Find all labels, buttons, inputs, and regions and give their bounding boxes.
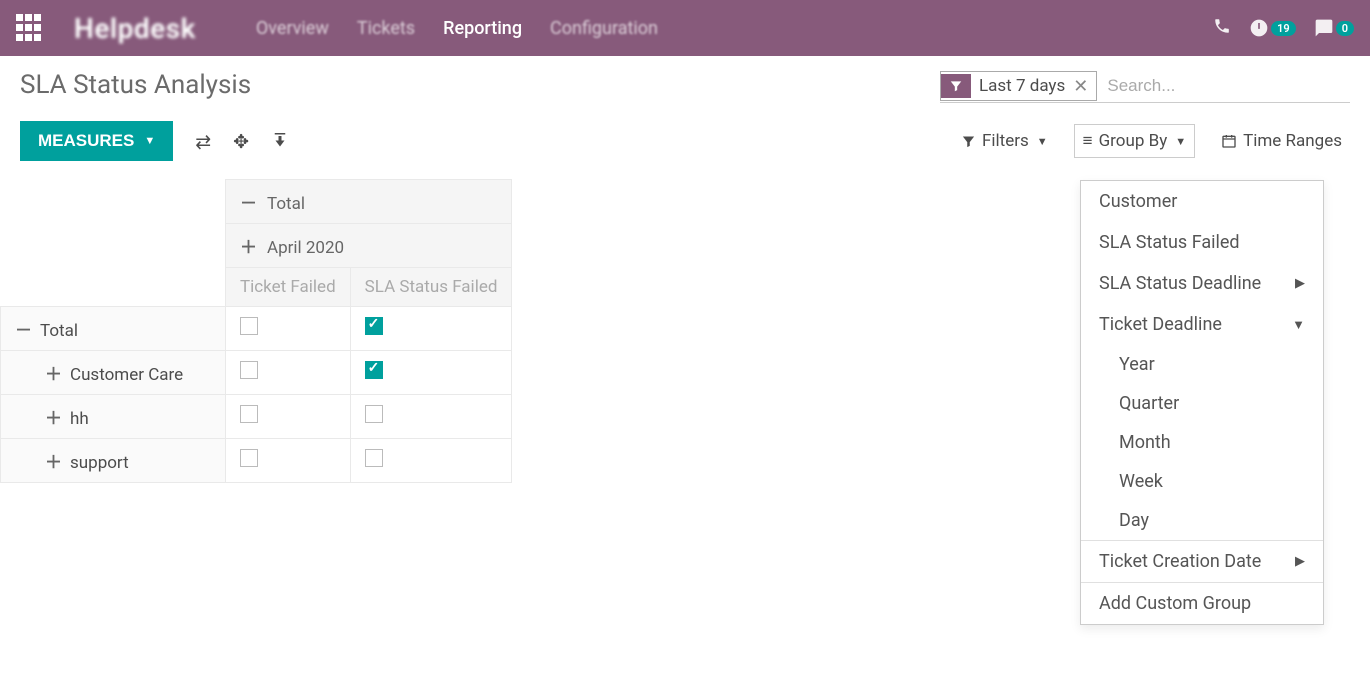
expand-icon[interactable]: ＋: [45, 365, 62, 385]
table-row: ＋ support: [1, 439, 512, 483]
groupby-sub-quarter[interactable]: Quarter: [1081, 384, 1323, 423]
groupby-item-ticket-creation-date[interactable]: Ticket Creation Date▶: [1081, 541, 1323, 582]
table-row: ＋ Customer Care: [1, 351, 512, 395]
flip-axis-icon[interactable]: ⇄: [195, 130, 211, 153]
app-brand[interactable]: Helpdesk: [74, 12, 196, 45]
pivot-cell: [350, 395, 512, 439]
pivot-corner: [1, 180, 226, 307]
chevron-right-icon: ▶: [1295, 554, 1305, 569]
checkbox-icon: [365, 317, 383, 335]
facet-label: Last 7 days: [971, 72, 1073, 100]
row-label: hh: [70, 409, 89, 429]
control-panel: SLA Status Analysis Last 7 days ✕ MEASUR…: [0, 56, 1370, 161]
row-label: Total: [40, 321, 78, 341]
groupby-button[interactable]: ≡ Group By ▼: [1074, 124, 1195, 158]
table-row: － Total: [1, 307, 512, 351]
funnel-icon: [961, 134, 976, 149]
filters-button[interactable]: Filters ▼: [953, 125, 1056, 157]
checkbox-icon: [365, 449, 383, 467]
expand-icon[interactable]: ＋: [45, 409, 62, 429]
pivot-cell: [350, 307, 512, 351]
download-icon[interactable]: [271, 130, 289, 153]
pivot-cell: [350, 439, 512, 483]
groupby-add-custom[interactable]: Add Custom Group: [1081, 583, 1323, 624]
activities-icon[interactable]: 19: [1249, 18, 1296, 38]
pivot-cell: [226, 307, 351, 351]
groupby-dropdown: Customer SLA Status Failed SLA Status De…: [1080, 180, 1324, 625]
search-facet: Last 7 days ✕: [940, 71, 1097, 101]
groupby-sub-day[interactable]: Day: [1081, 501, 1323, 540]
nav-item-reporting[interactable]: Reporting: [443, 18, 522, 39]
checkbox-icon: [365, 361, 383, 379]
row-header[interactable]: － Total: [1, 307, 226, 351]
facet-remove-icon[interactable]: ✕: [1073, 76, 1096, 97]
groupby-sub-month[interactable]: Month: [1081, 423, 1323, 462]
groupby-item-ticket-deadline[interactable]: Ticket Deadline▼: [1081, 304, 1323, 345]
caret-down-icon: ▼: [1037, 135, 1048, 148]
measure-header-2[interactable]: SLA Status Failed: [350, 268, 512, 307]
search-bar: Last 7 days ✕: [940, 70, 1350, 103]
funnel-icon: [941, 74, 971, 98]
groupby-item-customer[interactable]: Customer: [1081, 181, 1323, 222]
row-header[interactable]: ＋ hh: [1, 395, 226, 439]
pivot-cell: [226, 351, 351, 395]
timeranges-label: Time Ranges: [1243, 131, 1342, 151]
col-header-total[interactable]: －Total: [226, 180, 512, 224]
row-label: Customer Care: [70, 365, 183, 385]
row-header[interactable]: ＋ support: [1, 439, 226, 483]
activities-badge: 19: [1271, 21, 1296, 36]
checkbox-icon: [240, 317, 258, 335]
caret-down-icon: ▼: [144, 135, 155, 147]
main-navbar: Helpdesk Overview Tickets Reporting Conf…: [0, 0, 1370, 56]
pivot-table: － Total ＋April 2020 Ticket Failed SLA Sta…: [0, 179, 512, 483]
col-header-period[interactable]: ＋April 2020: [226, 224, 512, 268]
nav-menu: Overview Tickets Reporting Configuration: [256, 18, 658, 39]
messages-badge: 0: [1336, 21, 1354, 36]
nav-item-configuration[interactable]: Configuration: [550, 18, 658, 39]
checkbox-icon: [240, 405, 258, 423]
groupby-label: Group By: [1099, 131, 1168, 151]
row-header[interactable]: ＋ Customer Care: [1, 351, 226, 395]
caret-down-icon: ▼: [1175, 135, 1186, 148]
checkbox-icon: [240, 361, 258, 379]
calendar-icon: [1221, 133, 1237, 149]
nav-item-overview[interactable]: Overview: [256, 18, 329, 39]
groupby-sub-week[interactable]: Week: [1081, 462, 1323, 501]
collapse-icon[interactable]: －: [15, 321, 32, 341]
phone-icon[interactable]: [1213, 17, 1231, 40]
groupby-item-sla-status-deadline[interactable]: SLA Status Deadline▶: [1081, 263, 1323, 304]
chevron-right-icon: ▶: [1295, 276, 1305, 291]
search-input[interactable]: [1103, 70, 1350, 102]
table-row: ＋ hh: [1, 395, 512, 439]
page-title: SLA Status Analysis: [20, 70, 251, 100]
pivot-cell: [226, 395, 351, 439]
pivot-cell: [350, 351, 512, 395]
messages-icon[interactable]: 0: [1314, 18, 1354, 38]
measures-button[interactable]: MEASURES ▼: [20, 121, 173, 161]
nav-item-tickets[interactable]: Tickets: [357, 18, 415, 39]
pivot-cell: [226, 439, 351, 483]
filters-label: Filters: [982, 131, 1029, 151]
expand-icon[interactable]: ＋: [45, 453, 62, 473]
measures-label: MEASURES: [38, 131, 134, 151]
apps-icon[interactable]: [16, 14, 44, 42]
chevron-down-icon: ▼: [1292, 317, 1305, 333]
timeranges-button[interactable]: Time Ranges: [1213, 125, 1350, 157]
navbar-right: 19 0: [1213, 17, 1354, 40]
measure-header-1[interactable]: Ticket Failed: [226, 268, 351, 307]
groupby-item-sla-status-failed[interactable]: SLA Status Failed: [1081, 222, 1323, 263]
row-label: support: [70, 453, 129, 473]
checkbox-icon: [365, 405, 383, 423]
list-icon: ≡: [1083, 131, 1093, 151]
checkbox-icon: [240, 449, 258, 467]
groupby-sub-year[interactable]: Year: [1081, 345, 1323, 384]
expand-icon[interactable]: ✥: [233, 130, 249, 153]
